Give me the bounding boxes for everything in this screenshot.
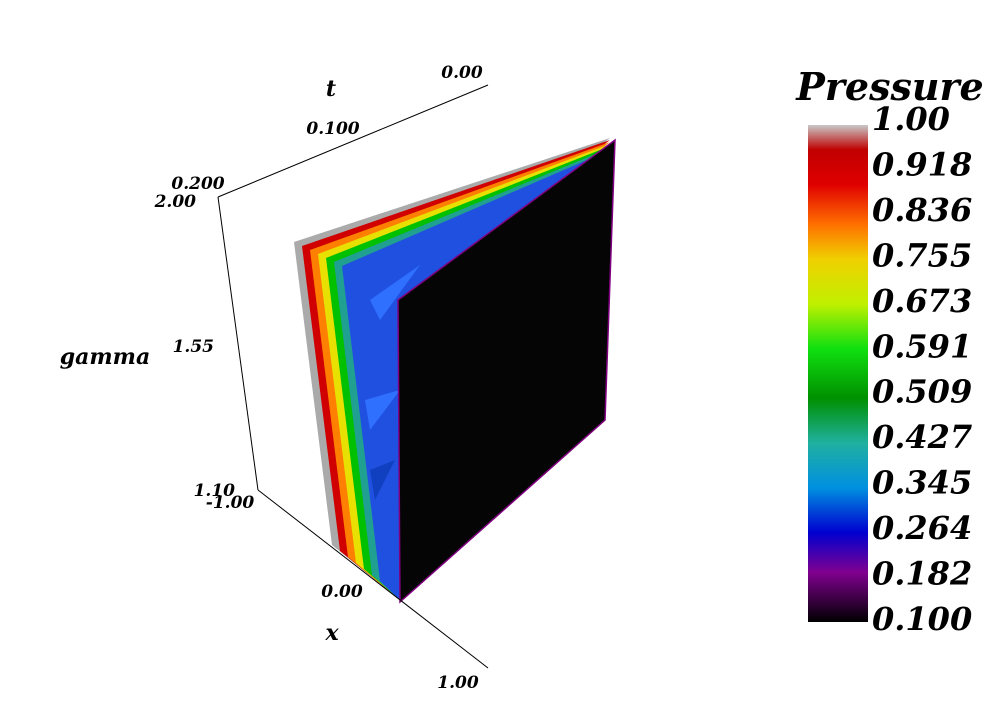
- colorbar-label: 0.264: [872, 509, 972, 547]
- gamma-tick-label: 2.00: [154, 192, 197, 212]
- colorbar-label: 0.427: [872, 418, 972, 456]
- surface: [294, 138, 616, 604]
- colorbar-label: 1.00: [872, 100, 950, 138]
- colorbar-label: 0.591: [872, 327, 972, 365]
- colorbar-label: 0.673: [872, 282, 972, 320]
- t-tick-label: 0.100: [306, 119, 359, 139]
- colorbar: Pressure 1.00 0.918 0.836 0.755 0.673 0.591 0.…: [795, 64, 983, 638]
- t-tick-label: 0.00: [441, 63, 483, 83]
- axis-title: x: [324, 620, 339, 646]
- colorbar-label: 0.345: [872, 464, 972, 502]
- colorbar-title: Pressure: [795, 64, 983, 109]
- gamma-tick-label: 1.10: [194, 481, 236, 501]
- x-tick-label: -1.00: [206, 493, 255, 513]
- t-tick-label: 0.200: [171, 174, 224, 194]
- colorbar-gradient: [808, 125, 868, 622]
- gamma-tick-label: 1.55: [173, 337, 214, 357]
- axis-title: gamma: [60, 344, 150, 370]
- x-tick-label: 1.00: [437, 673, 479, 693]
- x-tick-label: 0.00: [321, 582, 363, 602]
- colorbar-label: 0.755: [872, 236, 972, 274]
- colorbar-label: 0.509: [872, 373, 972, 411]
- colorbar-label: 0.182: [872, 555, 972, 593]
- colorbar-label: 0.918: [872, 145, 972, 183]
- colorbar-label: 0.836: [872, 191, 972, 229]
- axes: 0.00 0.100 0.200 2.00 1.55 1.10 -1.00 0.…: [60, 63, 489, 693]
- colorbar-label: 0.100: [872, 600, 972, 638]
- axis-title: t: [326, 76, 336, 102]
